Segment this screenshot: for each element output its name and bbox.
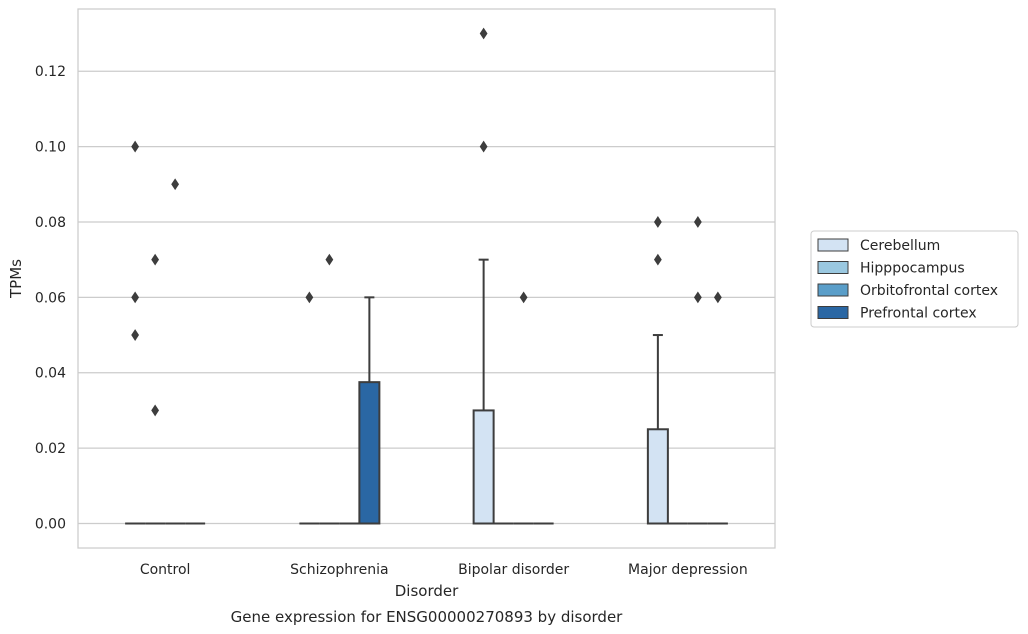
outlier-point [653,253,662,266]
y-tick-label: 0.00 [35,517,66,533]
box [125,140,146,525]
x-axis-label: Disorder [395,582,459,600]
box-series [125,27,728,525]
legend-swatch [817,261,849,274]
legend-swatch [817,283,849,297]
box [165,178,186,525]
y-tick-label: 0.04 [35,366,66,382]
box [319,253,340,525]
figure-caption: Gene expression for ENSG00000270893 by d… [231,608,624,626]
outlier-point [131,329,140,341]
y-axis-label: TPMs [7,259,25,299]
outlier-point [519,291,528,304]
box-body [358,381,381,525]
outlier-point [171,178,180,191]
legend-label: Cerebellum [860,238,940,254]
x-tick-label: Control [140,562,191,578]
x-tick-label: Bipolar disorder [458,562,569,578]
box-body [646,428,669,525]
series-cerebellum [125,27,669,525]
x-tick-labels: Control Schizophrenia Bipolar disorder Majo… [140,562,748,578]
y-tick-label: 0.10 [35,140,66,156]
legend-frame [810,230,1019,328]
legend-label: Prefrontal cortex [860,306,977,322]
box [646,216,669,525]
legend-swatch [817,238,849,252]
plot-frame [77,8,776,549]
outlier-point [653,216,662,228]
x-tick-label: Major depression [628,562,748,578]
legend-label: Orbitofrontal cortex [860,283,998,299]
legend: Cerebellum Hipppocampus Orbitofrontal cort… [810,230,1019,328]
box [358,296,381,525]
box [513,291,534,525]
box [687,216,708,525]
gridlines [78,70,775,525]
outlier-point [693,291,702,304]
legend-swatch [817,306,849,319]
outlier-point [131,291,140,304]
x-tick-label: Schizophrenia [290,562,388,578]
box [707,291,728,525]
outlier-point [305,291,314,304]
outlier-point [325,253,334,266]
y-tick-label: 0.06 [35,290,66,306]
y-tick-label: 0.08 [35,215,66,231]
outlier-point [151,253,160,266]
series-orbitofrontal-cortex [165,178,708,525]
outlier-point [479,140,488,153]
box [472,27,495,525]
series-hipppocampus [145,253,688,525]
series-prefrontal-cortex [185,291,728,525]
outlier-point [713,291,722,304]
box [299,291,320,525]
legend-label: Hipppocampus [860,261,965,277]
y-tick-label: 0.12 [35,64,66,80]
outlier-point [479,27,488,40]
y-tick-labels: 0.00 0.02 0.04 0.06 0.08 0.10 0.12 [35,64,66,532]
outlier-point [151,404,160,417]
box [145,253,166,525]
outlier-point [131,140,140,153]
box-body [472,409,495,525]
y-tick-label: 0.02 [35,441,66,457]
outlier-point [693,216,702,228]
